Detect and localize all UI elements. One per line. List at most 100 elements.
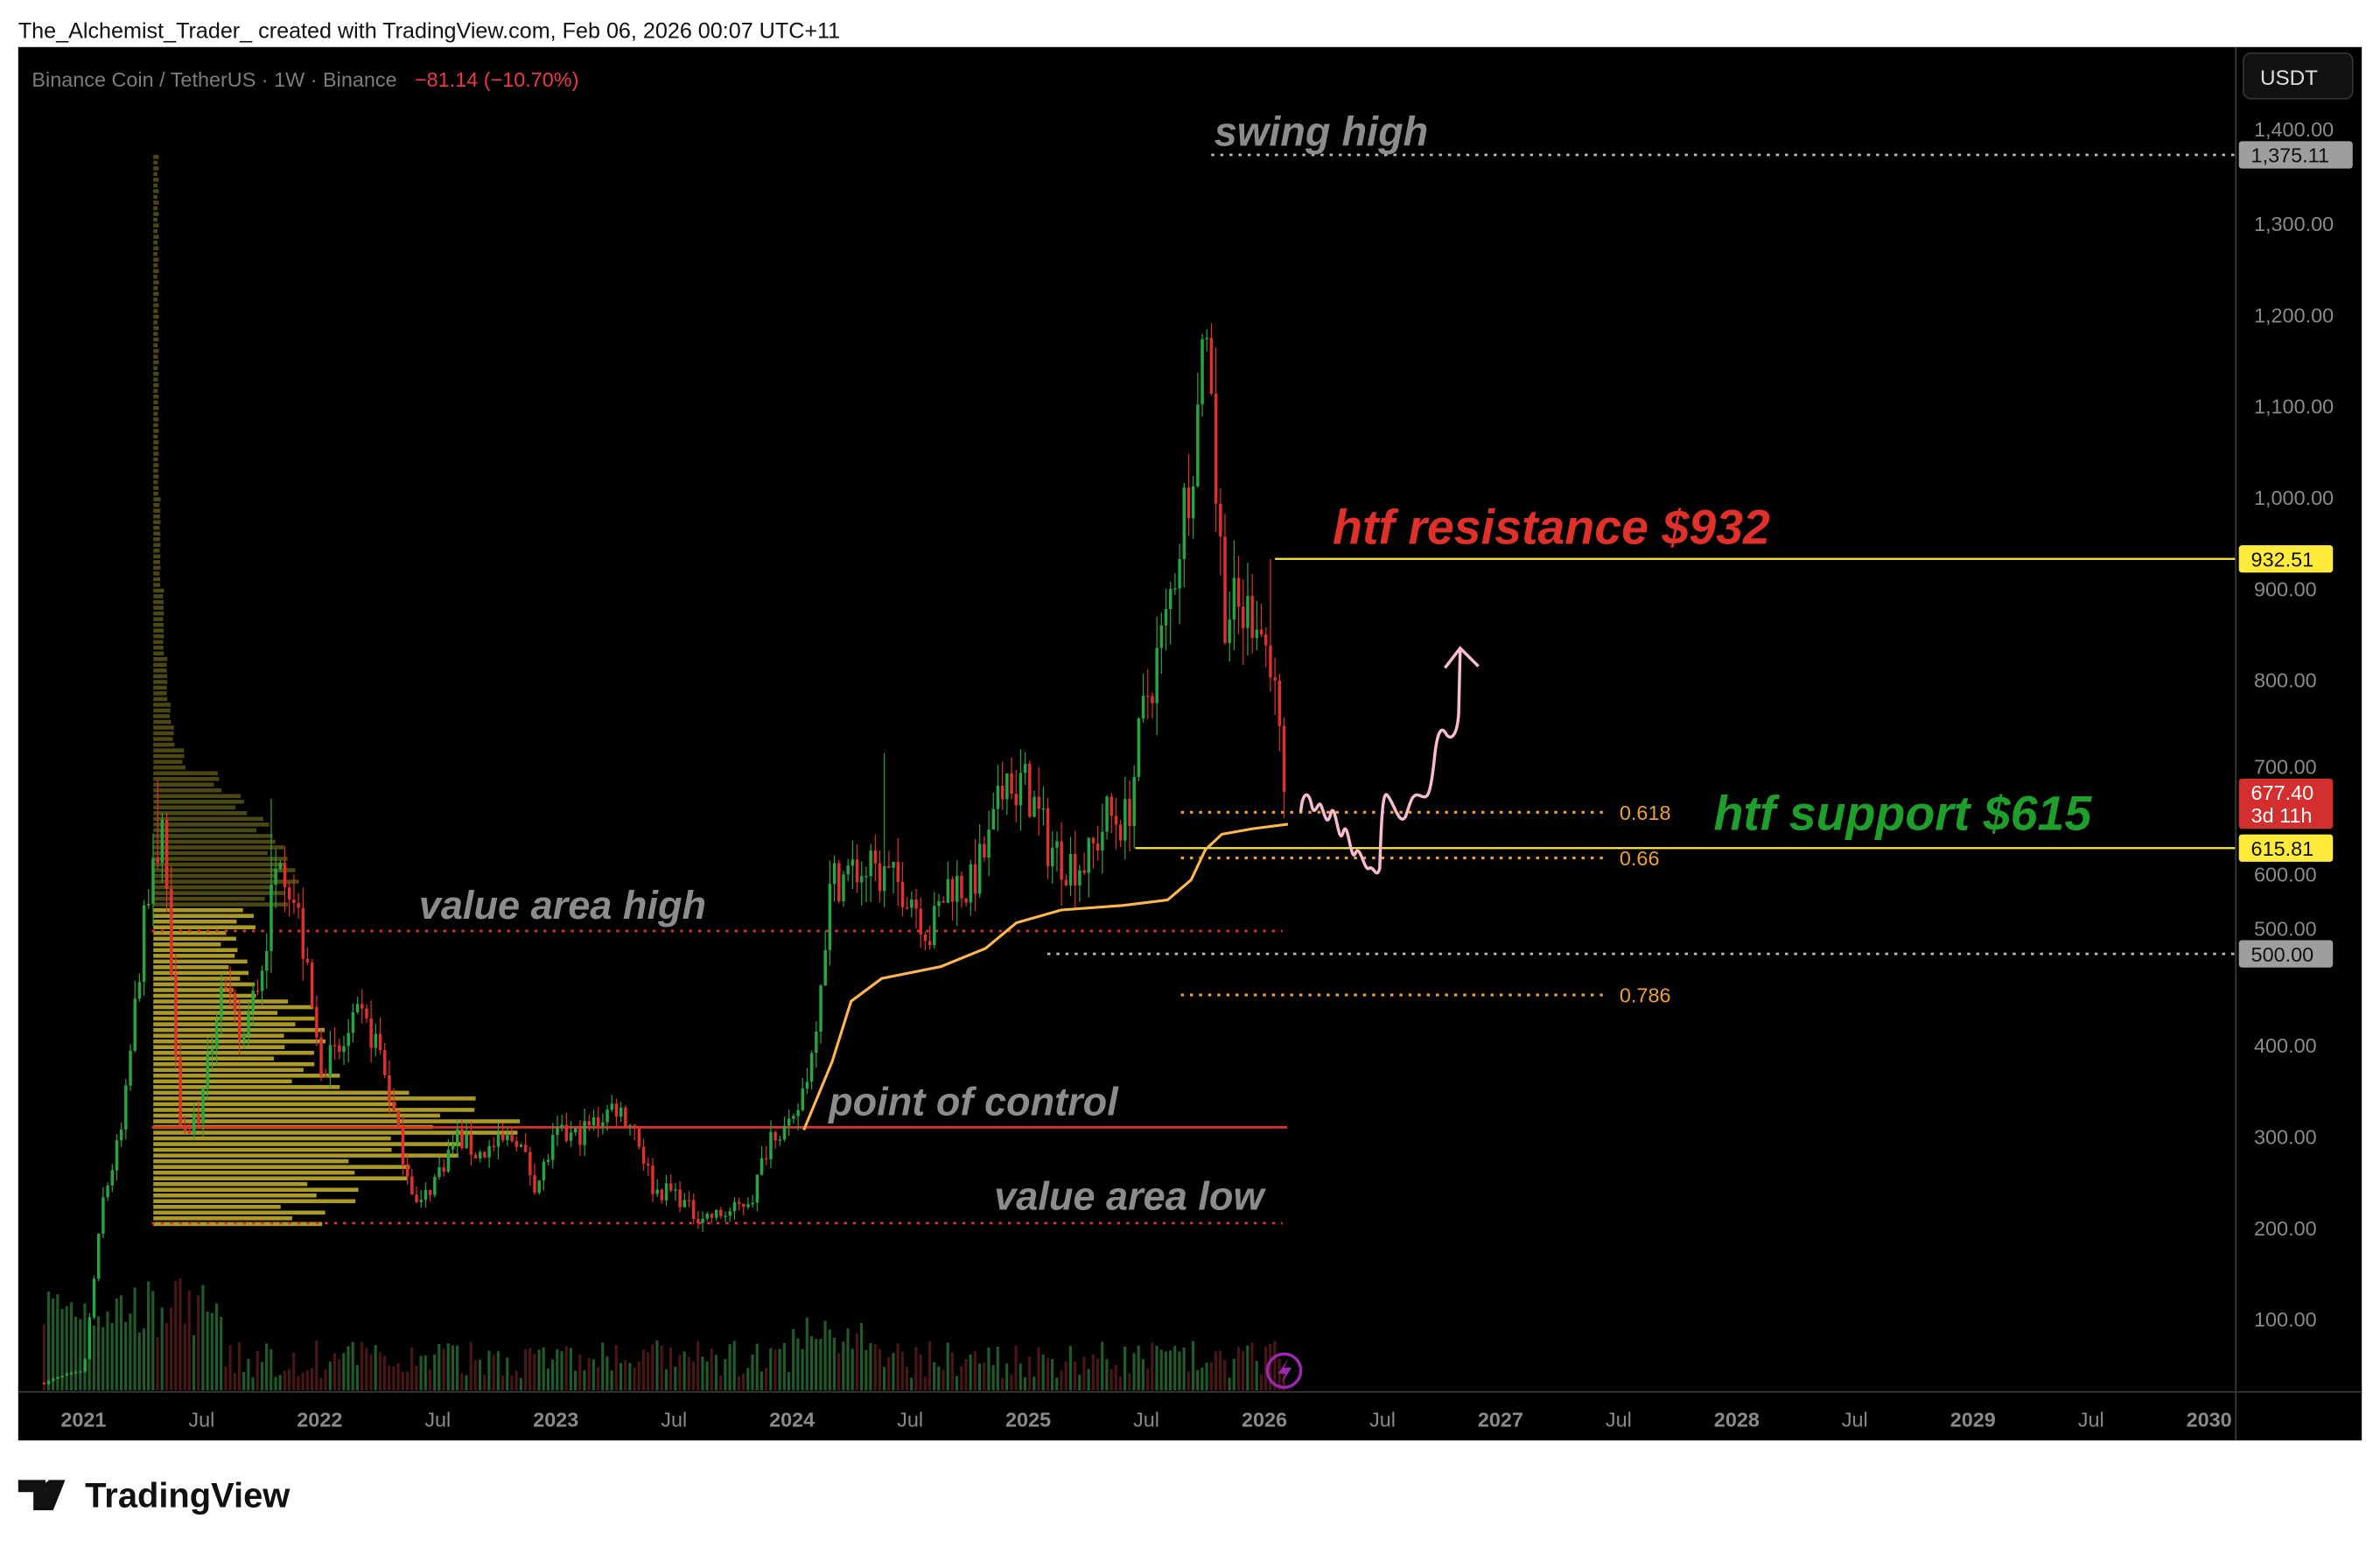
- candle-body: [369, 1018, 373, 1048]
- candle-body: [65, 1373, 69, 1376]
- candle: [79, 1370, 82, 1373]
- volume-bar: [546, 1368, 550, 1390]
- volume-profile-bin: [153, 656, 168, 662]
- candle: [338, 1039, 341, 1060]
- volume-bar: [297, 1376, 300, 1390]
- volume-profile-bin: [153, 291, 159, 297]
- volume-bar: [469, 1341, 472, 1390]
- candle-body: [969, 864, 973, 903]
- candle-body: [900, 882, 905, 907]
- candle-body: [533, 1174, 536, 1194]
- time-axis[interactable]: 2021 Jul 2022 Jul 2023 Jul 2024 Jul 2025 Jul 2026 J…: [60, 1409, 2231, 1432]
- volume-bar: [765, 1368, 768, 1390]
- volume-bar: [1128, 1373, 1131, 1390]
- lightning-button[interactable]: [1265, 1352, 1303, 1390]
- volume-profile-bin: [153, 332, 158, 336]
- candle: [88, 1312, 92, 1360]
- volume-bar: [837, 1353, 841, 1390]
- candle: [796, 1102, 800, 1130]
- volume-bar: [473, 1360, 477, 1390]
- candle-body: [133, 998, 136, 1051]
- volume-bar: [256, 1350, 259, 1390]
- volume-profile-bin: [153, 360, 159, 365]
- symbol-legend[interactable]: Binance Coin / TetherUS · 1W · Binance −…: [32, 68, 578, 91]
- candle: [496, 1123, 500, 1160]
- volume-profile-bin: [153, 896, 265, 901]
- tradingview-logo[interactable]: TradingView: [18, 1477, 290, 1516]
- candle-body: [270, 884, 273, 951]
- volume-profile-bin: [153, 691, 167, 696]
- volume-bar: [365, 1348, 368, 1390]
- candle-body: [465, 1134, 468, 1149]
- volume-bar: [996, 1347, 999, 1390]
- volume-bar: [388, 1365, 391, 1390]
- candle-body: [556, 1127, 559, 1136]
- volume-bar: [224, 1366, 228, 1390]
- candle-body: [415, 1194, 418, 1202]
- price-badge: [2238, 141, 2353, 169]
- time-tick-label: 2027: [1478, 1409, 1523, 1432]
- candle-body: [1114, 816, 1118, 825]
- volume-bar: [991, 1365, 995, 1390]
- candle: [809, 1050, 814, 1090]
- volume-bar: [892, 1353, 895, 1390]
- volume-bar: [192, 1334, 196, 1390]
- volume-bar: [710, 1348, 713, 1390]
- volume-bar: [1173, 1346, 1177, 1390]
- time-tick-label: 2022: [297, 1409, 342, 1432]
- time-tick-label: 2023: [533, 1409, 578, 1432]
- volume-bar: [655, 1340, 659, 1390]
- volume-bar: [1155, 1346, 1158, 1390]
- candle: [428, 1189, 432, 1202]
- volume-bar: [442, 1348, 445, 1390]
- candle-body: [1186, 487, 1191, 519]
- volume-profile-bin: [153, 919, 237, 924]
- volume-profile-bin: [153, 1074, 340, 1078]
- candle: [1228, 591, 1231, 662]
- volume-profile-bin: [153, 611, 164, 616]
- candle-body: [332, 1045, 337, 1046]
- price-axis[interactable]: 1,400.00 1,300.00 1,200.00 1,100.00 1,000.00…: [2254, 118, 2334, 1331]
- candle: [69, 1371, 74, 1376]
- volume-profile-bin: [153, 737, 173, 741]
- candle: [292, 874, 296, 914]
- volume-profile-bin: [153, 822, 270, 827]
- candle-body: [878, 863, 882, 892]
- candle-body: [396, 1110, 401, 1126]
- candle: [751, 1194, 754, 1208]
- candle-body: [933, 906, 936, 946]
- volume-bar: [987, 1347, 990, 1390]
- volume-profile-bin: [153, 891, 286, 895]
- volume-bar: [1186, 1371, 1190, 1390]
- candle-body: [83, 1359, 87, 1372]
- candle-body: [301, 907, 305, 959]
- candle: [360, 989, 364, 1024]
- candle: [950, 876, 955, 920]
- candle-body: [228, 987, 232, 994]
- candle: [401, 1116, 405, 1176]
- volume-bar: [151, 1291, 155, 1390]
- candle: [574, 1127, 578, 1136]
- candle: [1250, 574, 1254, 654]
- currency-button[interactable]: USDT: [2243, 52, 2354, 100]
- volume-bar: [637, 1362, 640, 1390]
- candle-body: [492, 1145, 496, 1148]
- candle-body: [214, 1019, 219, 1049]
- candle-body: [655, 1189, 659, 1194]
- candle: [1073, 830, 1077, 908]
- volume-profile-bin: [153, 394, 159, 399]
- candle-body: [765, 1158, 768, 1160]
- candle-body: [456, 1129, 459, 1145]
- volume-bar: [746, 1368, 750, 1390]
- candle: [719, 1207, 723, 1219]
- candle-body: [1037, 796, 1040, 809]
- volume-bar: [832, 1337, 836, 1390]
- volume-profile-bin: [153, 440, 159, 444]
- candle: [969, 859, 973, 916]
- volume-bar: [1014, 1345, 1018, 1390]
- candle: [610, 1095, 613, 1112]
- candle-body: [164, 819, 169, 889]
- lightning-icon: [1265, 1352, 1303, 1390]
- volume-bar: [115, 1298, 118, 1390]
- chart-pane[interactable]: [18, 46, 2362, 1441]
